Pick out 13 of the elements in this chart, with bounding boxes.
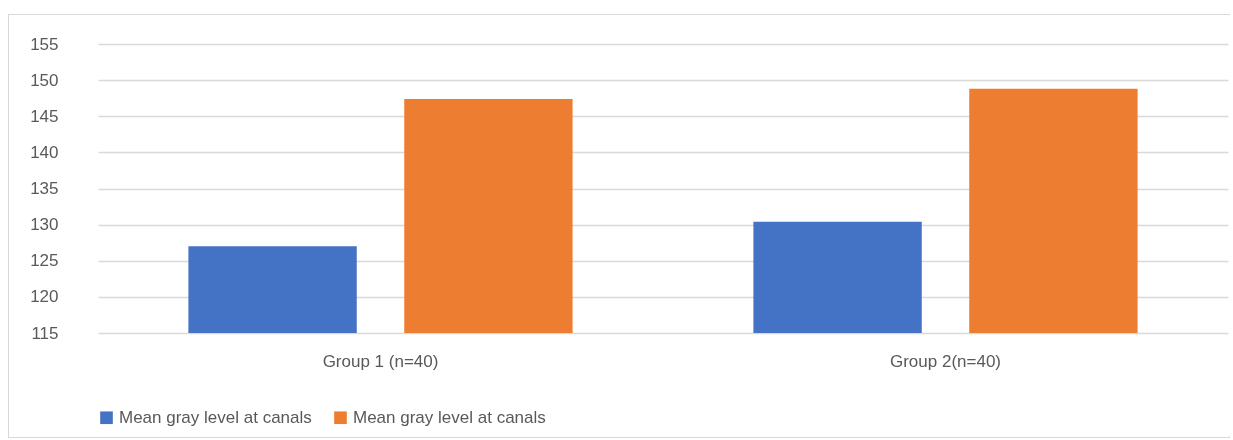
y-tick-label: 145 xyxy=(30,106,59,126)
y-tick-label: 140 xyxy=(30,142,59,162)
y-tick-label: 120 xyxy=(30,287,59,307)
y-tick-label: 150 xyxy=(30,70,59,90)
y-tick-label: 115 xyxy=(31,323,59,343)
legend-label: Mean gray level at canals xyxy=(119,407,312,427)
y-tick-label: 130 xyxy=(30,215,59,235)
y-tick-label: 125 xyxy=(30,251,59,271)
y-tick-label: 135 xyxy=(30,179,59,198)
legend-label: Mean gray level at canals xyxy=(353,407,546,427)
x-tick-label: Group 2(n=40) xyxy=(889,351,1002,371)
y-tick-label: 155 xyxy=(30,34,59,54)
x-tick-label: Group 1 (n=40) xyxy=(322,351,439,371)
